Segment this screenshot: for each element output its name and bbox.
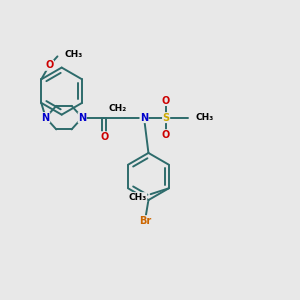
Text: O: O (162, 130, 170, 140)
Text: N: N (140, 112, 148, 123)
Text: N: N (78, 112, 86, 123)
Text: O: O (45, 60, 53, 70)
Text: CH₃: CH₃ (128, 193, 147, 202)
Text: O: O (100, 132, 108, 142)
Text: Br: Br (140, 216, 152, 226)
Text: CH₃: CH₃ (65, 50, 83, 59)
Text: S: S (163, 112, 170, 123)
Text: CH₂: CH₂ (108, 104, 127, 113)
Text: CH₃: CH₃ (196, 113, 214, 122)
Text: N: N (42, 112, 50, 123)
Text: O: O (162, 95, 170, 106)
